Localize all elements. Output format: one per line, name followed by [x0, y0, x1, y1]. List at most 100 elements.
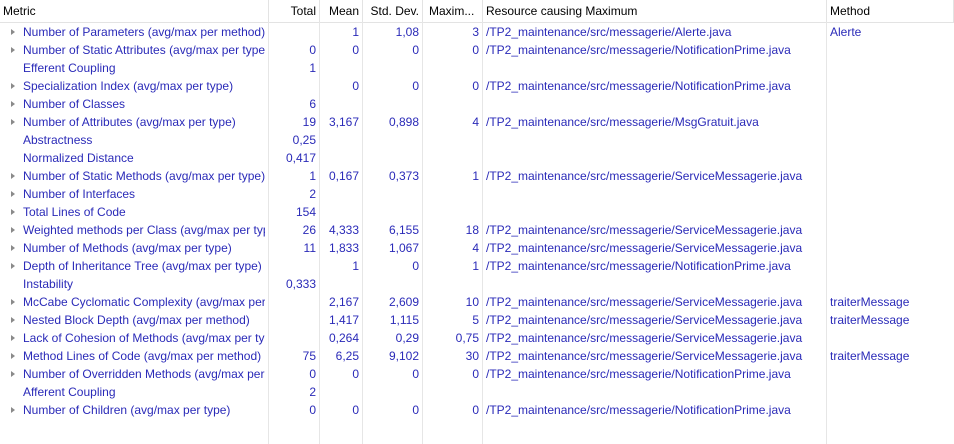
column-header-std-dev[interactable]: Std. Dev.	[363, 0, 423, 22]
table-row[interactable]: Number of Overridden Methods (avg/max pe…	[0, 365, 954, 383]
table-row[interactable]: Weighted methods per Class (avg/max per …	[0, 221, 954, 239]
total-value: 0,25	[269, 131, 320, 149]
maximum-value: 4	[423, 113, 483, 131]
column-header-method[interactable]: Method	[827, 0, 954, 22]
total-value: 2	[269, 383, 320, 401]
metric-name: Weighted methods per Class (avg/max per …	[23, 223, 265, 237]
std-dev-value: 1,08	[363, 23, 423, 41]
table-row[interactable]: Normalized Distance 0,417	[0, 149, 954, 167]
table-row[interactable]: Abstractness 0,25	[0, 131, 954, 149]
expand-arrow-icon[interactable]	[6, 95, 20, 113]
expand-arrow-icon[interactable]	[6, 41, 20, 59]
method-name	[827, 275, 954, 293]
maximum-value	[423, 149, 483, 167]
mean-value: 0	[320, 365, 363, 383]
expand-arrow-icon[interactable]	[6, 113, 20, 131]
total-value: 0	[269, 41, 320, 59]
metric-cell: Nested Block Depth (avg/max per method)	[0, 311, 269, 329]
expand-arrow-icon[interactable]	[6, 311, 20, 329]
column-header-maximum[interactable]: Maxim...	[423, 0, 483, 22]
total-value: 0,417	[269, 149, 320, 167]
maximum-value: 3	[423, 23, 483, 41]
std-dev-value: 0	[363, 77, 423, 95]
resource-path: /TP2_maintenance/src/messagerie/Notifica…	[483, 365, 827, 383]
table-row[interactable]: Specialization Index (avg/max per type) 0…	[0, 77, 954, 95]
expand-arrow-icon[interactable]	[6, 167, 20, 185]
maximum-value	[423, 185, 483, 203]
total-value	[269, 23, 320, 41]
metric-cell: Instability	[0, 275, 269, 293]
expander-spacer	[6, 59, 20, 77]
table-row[interactable]: McCabe Cyclomatic Complexity (avg/max pe…	[0, 293, 954, 311]
method-name	[827, 95, 954, 113]
triangle-right-icon	[11, 245, 15, 251]
table-row[interactable]: Number of Parameters (avg/max per method…	[0, 23, 954, 41]
maximum-value: 1	[423, 167, 483, 185]
resource-path: /TP2_maintenance/src/messagerie/ServiceM…	[483, 221, 827, 239]
std-dev-value: 6,155	[363, 221, 423, 239]
table-row[interactable]: Number of Children (avg/max per type) 0 0 0…	[0, 401, 954, 419]
method-name	[827, 365, 954, 383]
method-name	[827, 167, 954, 185]
maximum-value: 18	[423, 221, 483, 239]
expand-arrow-icon[interactable]	[6, 203, 20, 221]
mean-value	[320, 95, 363, 113]
table-row[interactable]: Number of Static Methods (avg/max per ty…	[0, 167, 954, 185]
method-name: traiterMessage	[830, 349, 910, 363]
column-header-total[interactable]: Total	[269, 0, 320, 22]
expander-spacer	[6, 275, 20, 293]
expand-arrow-icon[interactable]	[6, 77, 20, 95]
column-header-mean[interactable]: Mean	[320, 0, 363, 22]
expand-arrow-icon[interactable]	[6, 185, 20, 203]
std-dev-value	[363, 95, 423, 113]
table-row[interactable]: Afferent Coupling 2	[0, 383, 954, 401]
triangle-right-icon	[11, 83, 15, 89]
expand-arrow-icon[interactable]	[6, 329, 20, 347]
maximum-value: 0	[423, 77, 483, 95]
std-dev-value: 9,102	[363, 347, 423, 365]
expand-arrow-icon[interactable]	[6, 23, 20, 41]
resource-path	[483, 383, 827, 401]
metric-cell: Afferent Coupling	[0, 383, 269, 401]
expand-arrow-icon[interactable]	[6, 221, 20, 239]
method-name	[827, 401, 954, 419]
expand-arrow-icon[interactable]	[6, 293, 20, 311]
method-name	[827, 257, 954, 275]
metric-name: Method Lines of Code (avg/max per method…	[23, 349, 262, 363]
table-row[interactable]: Number of Static Attributes (avg/max per…	[0, 41, 954, 59]
total-value: 1	[269, 167, 320, 185]
table-row[interactable]: Efferent Coupling 1	[0, 59, 954, 77]
table-row[interactable]: Number of Methods (avg/max per type) 11 1,…	[0, 239, 954, 257]
std-dev-value: 0	[363, 365, 423, 383]
table-body: Number of Parameters (avg/max per method…	[0, 23, 954, 419]
table-row[interactable]: Number of Interfaces 2	[0, 185, 954, 203]
column-divider	[319, 22, 320, 444]
resource-path	[483, 149, 827, 167]
table-row[interactable]: Depth of Inheritance Tree (avg/max per t…	[0, 257, 954, 275]
resource-path	[483, 59, 827, 77]
maximum-value: 5	[423, 311, 483, 329]
expand-arrow-icon[interactable]	[6, 257, 20, 275]
table-row[interactable]: Method Lines of Code (avg/max per method…	[0, 347, 954, 365]
expand-arrow-icon[interactable]	[6, 401, 20, 419]
table-row[interactable]: Number of Classes 6	[0, 95, 954, 113]
triangle-right-icon	[11, 29, 15, 35]
table-row[interactable]: Total Lines of Code 154	[0, 203, 954, 221]
table-row[interactable]: Nested Block Depth (avg/max per method) 1…	[0, 311, 954, 329]
metric-name: McCabe Cyclomatic Complexity (avg/max pe…	[23, 295, 265, 309]
expand-arrow-icon[interactable]	[6, 365, 20, 383]
expand-arrow-icon[interactable]	[6, 239, 20, 257]
metric-cell: Number of Methods (avg/max per type)	[0, 239, 269, 257]
triangle-right-icon	[11, 353, 15, 359]
column-header-metric[interactable]: Metric	[0, 0, 269, 22]
column-header-resource[interactable]: Resource causing Maximum	[483, 0, 827, 22]
metric-name: Number of Static Attributes (avg/max per…	[23, 43, 265, 57]
expand-arrow-icon[interactable]	[6, 347, 20, 365]
table-row[interactable]: Number of Attributes (avg/max per type) 1…	[0, 113, 954, 131]
table-row[interactable]: Instability 0,333	[0, 275, 954, 293]
column-divider	[268, 22, 269, 444]
metric-name: Lack of Cohesion of Methods (avg/max per…	[23, 331, 265, 345]
std-dev-value	[363, 149, 423, 167]
table-row[interactable]: Lack of Cohesion of Methods (avg/max per…	[0, 329, 954, 347]
